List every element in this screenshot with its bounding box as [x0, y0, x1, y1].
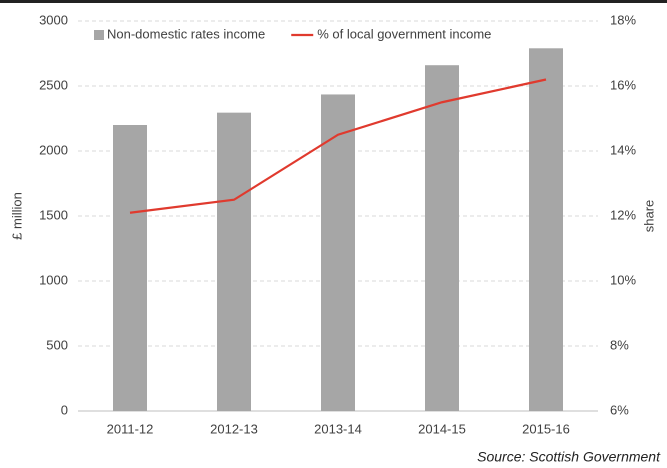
y2-axis-label: share [641, 200, 656, 233]
legend-label: Non-domestic rates income [107, 26, 265, 41]
y2-tick-label: 10% [610, 272, 636, 287]
legend-label: % of local government income [317, 26, 491, 41]
line [129, 78, 547, 214]
x-tick-label: 2013-14 [314, 421, 362, 436]
bar [321, 94, 355, 411]
source-note: Source: Scottish Government [477, 449, 661, 465]
x-tick-label: 2015-16 [522, 421, 570, 436]
bar [113, 125, 147, 411]
y2-tick-label: 18% [610, 12, 636, 27]
bar [217, 112, 251, 412]
y-tick-label: 0 [61, 402, 68, 417]
y2-tick-label: 8% [610, 337, 629, 352]
y-tick-label: 2000 [39, 142, 68, 157]
x-tick-label: 2012-13 [210, 421, 258, 436]
x-tick-label: 2014-15 [418, 421, 466, 436]
legend-swatch [94, 30, 104, 40]
y-axis-label: £ million [9, 192, 24, 240]
y2-tick-label: 12% [610, 207, 636, 222]
y2-tick-label: 14% [610, 142, 636, 157]
y-tick-label: 1000 [39, 272, 68, 287]
y-tick-label: 500 [46, 337, 68, 352]
y-tick-label: 2500 [39, 77, 68, 92]
top-border [0, 0, 667, 3]
y2-tick-label: 6% [610, 402, 629, 417]
bar [425, 65, 459, 411]
bar [529, 48, 563, 412]
y2-tick-label: 16% [610, 77, 636, 92]
y-tick-label: 1500 [39, 207, 68, 222]
y-tick-label: 3000 [39, 12, 68, 27]
x-tick-label: 2011-12 [107, 421, 154, 436]
